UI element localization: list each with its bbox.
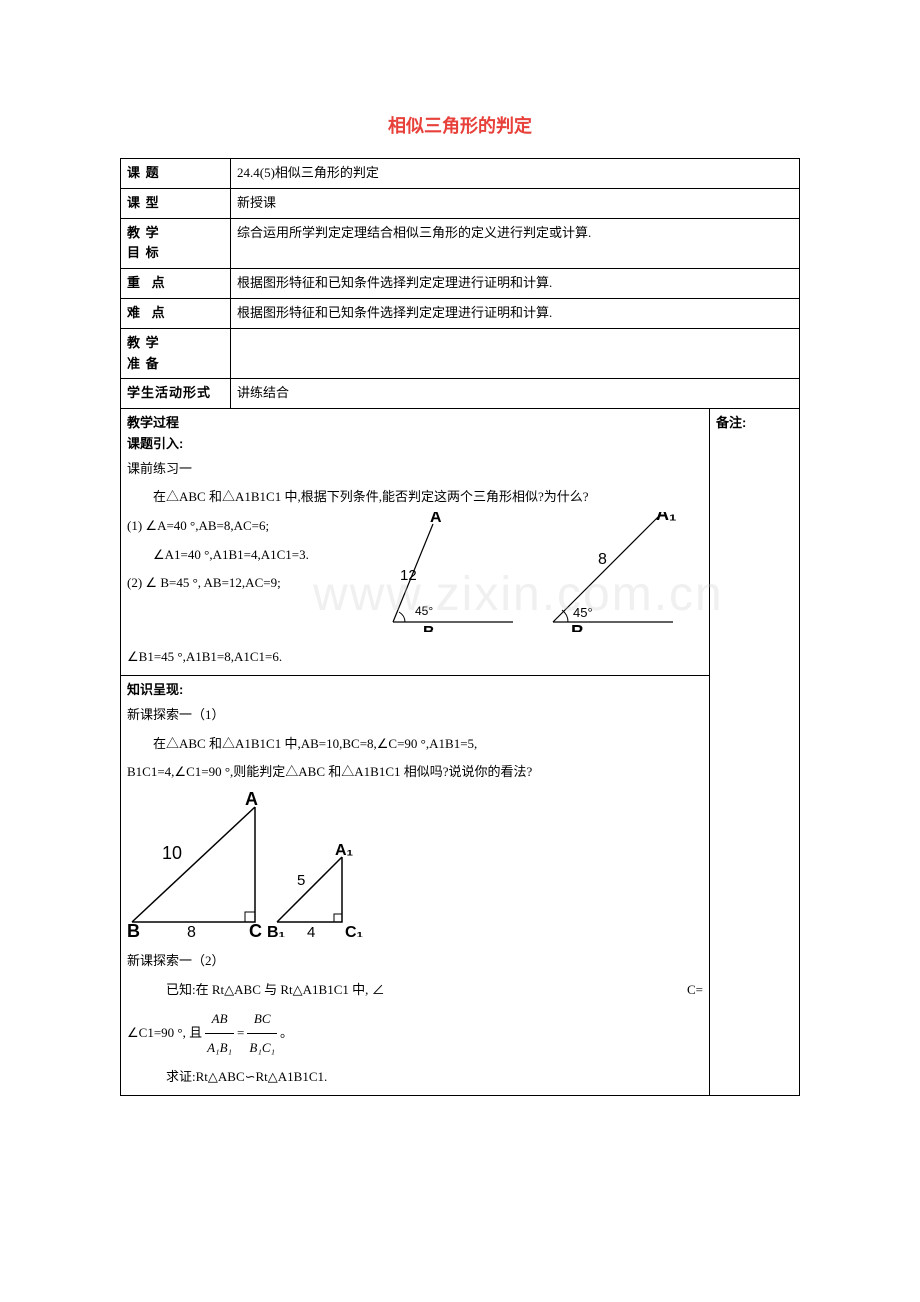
- svg-text:A: A: [245, 789, 258, 809]
- keti-label: 课 题: [121, 159, 231, 189]
- svg-text:B: B: [423, 624, 435, 632]
- svg-text:A: A: [430, 512, 442, 526]
- svg-text:45°: 45°: [415, 604, 433, 618]
- eq-sign: =: [237, 1019, 244, 1048]
- zhunbei-label: 教 学 准 备: [121, 328, 231, 379]
- svg-text:A₁: A₁: [335, 842, 354, 859]
- nandian-value: 根据图形特征和已知条件选择判定定理进行证明和计算.: [231, 298, 800, 328]
- svg-text:B: B: [127, 921, 140, 937]
- svg-text:A₁: A₁: [656, 512, 676, 524]
- note-cell: 备注:: [710, 409, 800, 1096]
- process-heading: 教学过程: [127, 413, 703, 434]
- note-label: 备注:: [716, 415, 746, 430]
- mubiao-value: 综合运用所学判定定理结合相似三角形的定义进行判定或计算.: [231, 218, 800, 269]
- mubiao-label: 教 学 目 标: [121, 218, 231, 269]
- intro-question: 在△ABC 和△A1B1C1 中,根据下列条件,能否判定这两个三角形相似?为什么…: [127, 483, 703, 512]
- knowledge-q1a: 在△ABC 和△A1B1C1 中,AB=10,BC=8,∠C=90 °,A1B1…: [127, 730, 703, 759]
- fraction-2: BC B₁C₁: [247, 1005, 277, 1063]
- svg-text:12: 12: [400, 567, 417, 584]
- knowledge-q2a-pre: 已知:在 Rt△ABC 与 Rt△A1B1C1 中, ∠: [127, 976, 385, 1005]
- kexing-label: 课 型: [121, 188, 231, 218]
- knowledge-cell: 知识呈现: 新课探索一（1） 在△ABC 和△A1B1C1 中,AB=10,BC…: [121, 676, 710, 1096]
- formula-dot: 。: [280, 1019, 293, 1048]
- svg-text:4: 4: [307, 924, 315, 937]
- svg-text:5: 5: [297, 872, 305, 889]
- knowledge-q2a-post: C=: [687, 976, 703, 1005]
- svg-text:10: 10: [162, 843, 182, 863]
- line4: ∠B1=45 °,A1B1=8,A1C1=6.: [127, 643, 703, 672]
- knowledge-heading: 知识呈现:: [127, 680, 703, 701]
- svg-text:B₁: B₁: [571, 622, 591, 632]
- zhongdian-label: 重 点: [121, 269, 231, 299]
- knowledge-q2c: 求证:Rt△ABC∽Rt△A1B1C1.: [127, 1063, 703, 1092]
- svg-text:B₁: B₁: [267, 924, 286, 937]
- zhongdian-value: 根据图形特征和已知条件选择判定定理进行证明和计算.: [231, 269, 800, 299]
- nandian-label: 难 点: [121, 298, 231, 328]
- q2b-pre: ∠C1=90 °, 且: [127, 1019, 202, 1048]
- kexing-value: 新授课: [231, 188, 800, 218]
- fraction-1: AB A₁B₁: [205, 1005, 234, 1063]
- svg-text:C: C: [249, 921, 262, 937]
- process-cell: 教学过程 课题引入: 课前练习一 在△ABC 和△A1B1C1 中,根据下列条件…: [121, 409, 710, 676]
- knowledge-sub1: 新课探索一（1）: [127, 701, 703, 730]
- lesson-table: 课 题 24.4(5)相似三角形的判定 课 型 新授课 教 学 目 标 综合运用…: [120, 158, 800, 1096]
- keti-value: 24.4(5)相似三角形的判定: [231, 159, 800, 189]
- knowledge-q1b: B1C1=4,∠C1=90 °,则能判定△ABC 和△A1B1C1 相似吗?说说…: [127, 758, 703, 787]
- triangle-diagram-mid: A 10 B 8 C A₁ 5 B₁ 4 C₁: [127, 787, 387, 948]
- intro-sub: 课前练习一: [127, 455, 703, 484]
- intro-heading: 课题引入:: [127, 434, 703, 455]
- svg-text:45°: 45°: [573, 605, 593, 620]
- formula-row: ∠C1=90 °, 且 AB A₁B₁ = BC B₁C₁ 。: [127, 1005, 703, 1063]
- huodong-label: 学生活动形式: [121, 379, 231, 409]
- svg-text:C₁: C₁: [345, 924, 364, 937]
- triangle-diagram-top: A 12 45° B A₁ 8 45° B₁ www.zix: [383, 512, 683, 643]
- huodong-value: 讲练结合: [231, 379, 800, 409]
- knowledge-sub2: 新课探索一（2）: [127, 947, 703, 976]
- zhunbei-value: [231, 328, 800, 379]
- svg-text:8: 8: [598, 551, 607, 568]
- page-title: 相似三角形的判定: [120, 112, 800, 138]
- svg-text:8: 8: [187, 924, 196, 937]
